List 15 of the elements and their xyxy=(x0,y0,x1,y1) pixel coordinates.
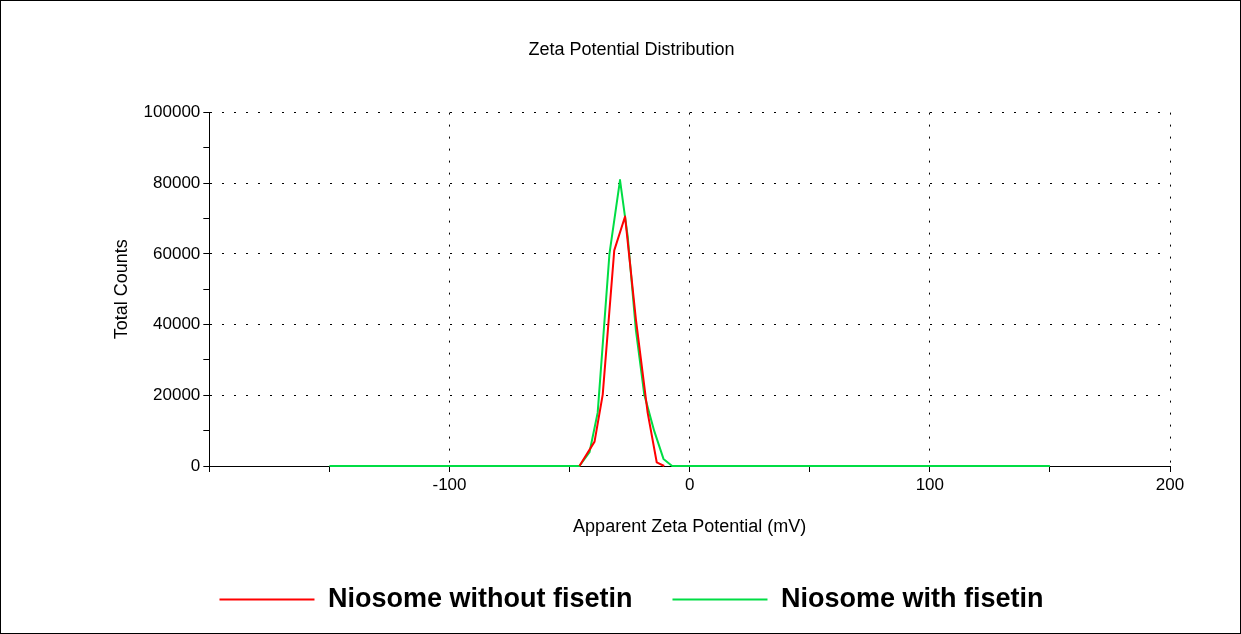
y-tick-label: 20000 xyxy=(153,385,201,405)
x-tick-label: 0 xyxy=(684,474,695,494)
legend-label: Niosome with fisetin xyxy=(780,582,1044,613)
legend-label: Niosome without fisetin xyxy=(327,582,633,613)
x-tick-label: 200 xyxy=(1155,474,1185,494)
y-tick-label: 0 xyxy=(190,455,201,475)
y-tick-label: 80000 xyxy=(153,172,201,192)
y-tick-label: 40000 xyxy=(153,314,201,334)
y-axis-title: Total Counts xyxy=(110,239,131,340)
y-tick-label: 60000 xyxy=(153,243,201,263)
chart-title: Zeta Potential Distribution xyxy=(528,38,735,59)
x-axis-title: Apparent Zeta Potential (mV) xyxy=(573,516,807,537)
x-tick-label: 100 xyxy=(915,474,945,494)
y-tick-label: 100000 xyxy=(143,102,201,122)
x-tick-label: -100 xyxy=(432,474,467,494)
